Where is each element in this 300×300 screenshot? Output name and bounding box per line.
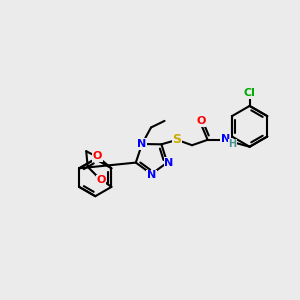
- Text: N: N: [164, 158, 173, 168]
- Text: N: N: [137, 139, 147, 149]
- Text: O: O: [93, 151, 102, 161]
- Text: N: N: [221, 134, 230, 144]
- Text: H: H: [229, 139, 237, 149]
- Text: O: O: [97, 175, 106, 185]
- Text: N: N: [147, 170, 156, 181]
- Text: Cl: Cl: [244, 88, 256, 98]
- Text: S: S: [172, 133, 182, 146]
- Text: O: O: [196, 116, 206, 126]
